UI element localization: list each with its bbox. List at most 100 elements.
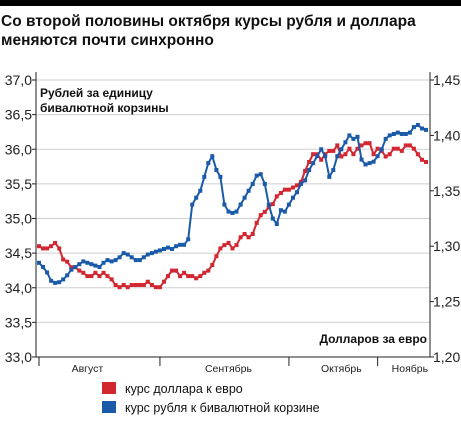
data-point-0-50 bbox=[238, 235, 243, 240]
data-point-0-32 bbox=[166, 274, 170, 279]
data-point-1-50 bbox=[238, 202, 243, 207]
left-axis-title-line-2: бивалютной корзины bbox=[40, 101, 169, 115]
left-axis-title-line-1: Рублей за единицу bbox=[40, 86, 153, 100]
data-point-0-16 bbox=[101, 270, 106, 275]
data-point-0-67 bbox=[307, 160, 312, 164]
data-point-1-9 bbox=[73, 265, 78, 269]
data-point-0-1 bbox=[41, 246, 45, 251]
data-point-1-73 bbox=[331, 168, 336, 172]
left-tick-label-2: 34,0 bbox=[5, 280, 32, 296]
data-point-1-83 bbox=[371, 159, 376, 164]
data-point-0-53 bbox=[250, 232, 255, 236]
data-point-1-77 bbox=[347, 133, 352, 138]
data-point-1-79 bbox=[355, 134, 360, 139]
data-point-1-32 bbox=[166, 245, 170, 250]
data-point-1-48 bbox=[230, 211, 235, 215]
left-tick-label-1: 33,5 bbox=[5, 314, 32, 330]
data-point-0-39 bbox=[194, 276, 199, 281]
data-point-0-56 bbox=[262, 209, 267, 214]
left-tick-label-5: 35,5 bbox=[5, 176, 32, 192]
chart-title: Со второй половины октября курсы рубля и… bbox=[1, 12, 457, 50]
data-point-0-58 bbox=[270, 202, 275, 207]
legend-item-rub-basket: курс рубля к бивалютной корзине bbox=[102, 399, 320, 418]
data-point-0-87 bbox=[387, 152, 392, 157]
data-point-1-6 bbox=[61, 277, 66, 282]
data-point-1-74 bbox=[335, 154, 340, 159]
data-point-0-55 bbox=[258, 213, 263, 218]
month-label-1: Сентябрь bbox=[205, 363, 253, 375]
data-point-0-46 bbox=[222, 243, 227, 248]
data-point-0-11 bbox=[81, 270, 86, 275]
data-point-0-48 bbox=[230, 246, 235, 251]
data-point-0-94 bbox=[415, 152, 420, 157]
data-point-1-54 bbox=[254, 173, 259, 178]
data-point-0-89 bbox=[395, 146, 400, 151]
data-point-0-62 bbox=[286, 187, 291, 192]
data-point-1-95 bbox=[420, 126, 424, 131]
data-point-1-19 bbox=[113, 258, 118, 263]
data-point-1-30 bbox=[157, 248, 162, 253]
data-point-0-75 bbox=[339, 154, 344, 159]
right-tick-label-4: 1,40 bbox=[433, 127, 460, 143]
data-point-1-13 bbox=[89, 262, 94, 267]
left-tick-label-3: 34,5 bbox=[5, 245, 32, 261]
data-point-1-46 bbox=[222, 202, 227, 207]
data-point-1-93 bbox=[411, 125, 416, 130]
data-point-1-27 bbox=[145, 252, 150, 257]
data-point-0-18 bbox=[109, 277, 114, 282]
data-point-1-64 bbox=[295, 190, 299, 195]
data-point-1-75 bbox=[339, 147, 344, 152]
data-point-0-19 bbox=[113, 283, 118, 287]
left-tick-label-8: 37,0 bbox=[5, 72, 32, 88]
data-point-0-72 bbox=[327, 148, 332, 153]
legend-item-usd-eur: курс доллара к евро bbox=[102, 380, 320, 399]
series-1 bbox=[37, 123, 428, 285]
data-point-0-47 bbox=[226, 240, 231, 245]
data-point-1-89 bbox=[395, 130, 400, 135]
data-point-0-43 bbox=[210, 263, 215, 267]
data-point-1-28 bbox=[149, 251, 154, 256]
left-tick-label-4: 35,0 bbox=[5, 211, 32, 227]
legend-label-usd-eur: курс доллара к евро bbox=[125, 382, 243, 396]
data-point-1-85 bbox=[379, 147, 384, 152]
data-point-0-21 bbox=[121, 283, 126, 287]
data-point-1-4 bbox=[53, 280, 58, 285]
data-point-0-91 bbox=[403, 143, 408, 148]
data-point-0-81 bbox=[363, 141, 368, 146]
data-point-1-34 bbox=[174, 244, 179, 249]
right-tick-label-0: 1,20 bbox=[433, 349, 460, 365]
data-point-0-2 bbox=[45, 246, 50, 251]
data-point-0-95 bbox=[420, 157, 424, 162]
data-point-1-58 bbox=[270, 216, 275, 221]
data-point-1-45 bbox=[218, 174, 223, 179]
data-point-1-72 bbox=[327, 174, 332, 179]
data-point-0-7 bbox=[65, 259, 70, 264]
data-point-1-42 bbox=[206, 161, 211, 166]
data-point-1-20 bbox=[117, 255, 122, 260]
data-point-1-59 bbox=[274, 222, 279, 226]
data-point-0-28 bbox=[149, 283, 154, 287]
data-point-0-92 bbox=[407, 143, 412, 148]
data-point-0-84 bbox=[375, 146, 380, 151]
data-point-1-92 bbox=[407, 130, 412, 135]
data-point-0-79 bbox=[355, 146, 360, 151]
data-point-1-21 bbox=[121, 251, 126, 256]
data-point-1-96 bbox=[424, 127, 428, 132]
data-point-0-52 bbox=[246, 235, 251, 240]
data-point-0-40 bbox=[198, 274, 203, 279]
data-point-1-39 bbox=[194, 195, 199, 200]
data-point-0-90 bbox=[399, 148, 404, 153]
data-point-0-17 bbox=[105, 274, 110, 279]
data-point-1-17 bbox=[105, 258, 110, 263]
data-point-0-14 bbox=[93, 270, 98, 275]
data-point-1-26 bbox=[141, 255, 146, 260]
data-point-1-15 bbox=[97, 265, 102, 269]
data-point-1-62 bbox=[286, 202, 291, 207]
data-point-0-30 bbox=[157, 285, 162, 290]
data-point-0-77 bbox=[347, 146, 352, 151]
data-point-1-87 bbox=[387, 133, 392, 138]
data-point-1-60 bbox=[278, 208, 283, 213]
right-axis-title: Долларов за евро bbox=[319, 332, 427, 346]
data-point-1-11 bbox=[81, 259, 86, 264]
data-point-1-41 bbox=[202, 174, 207, 179]
